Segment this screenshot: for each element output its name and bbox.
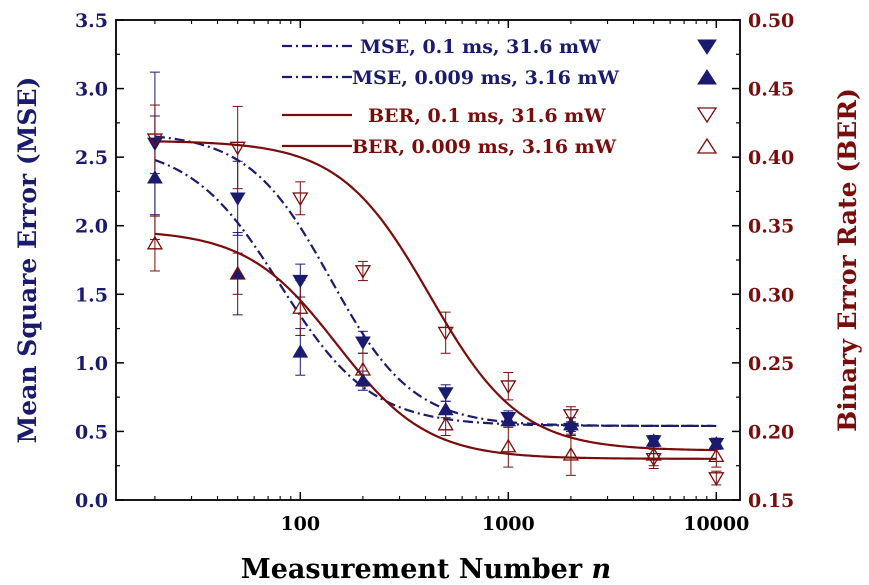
fit-curves	[154, 135, 717, 460]
data-point-series-4	[229, 265, 246, 280]
y-right-tick-label: 0.45	[748, 79, 794, 101]
data-point-series-4	[500, 438, 517, 453]
data-point-series-4	[437, 416, 454, 431]
data-point-series-1	[229, 192, 246, 206]
data-point-series-4	[292, 300, 309, 314]
data-point-series-2	[500, 412, 517, 427]
data-point-series-3	[708, 472, 725, 486]
data-point-series-2	[147, 170, 163, 184]
data-point-series-4	[562, 446, 580, 461]
data-point-series-1	[292, 274, 309, 289]
data-point-series-2	[437, 401, 454, 416]
y-right-tick-label: 0.35	[748, 216, 794, 238]
fit-curve-series-1	[154, 135, 717, 428]
legend-label-mse-0009: MSE, 0.009 ms, 3.16 mW	[352, 67, 620, 89]
fit-curve-series-4	[154, 232, 717, 460]
y-right-tick-label: 0.50	[748, 10, 794, 32]
x-axis-title-variable: n	[591, 554, 611, 585]
y-right-tick-label: 0.40	[748, 147, 794, 169]
data-point-series-2	[563, 416, 579, 431]
data-markers	[146, 133, 725, 486]
data-point-series-4	[146, 235, 164, 250]
data-point-series-4	[708, 448, 725, 463]
y-left-tick-label: 2.5	[75, 147, 108, 169]
legend-marker-up-filled	[697, 69, 717, 85]
data-point-series-2	[292, 344, 309, 358]
data-point-series-1	[437, 387, 454, 401]
y-right-tick-label: 0.30	[748, 284, 794, 306]
y-left-tick-label: 1.0	[75, 353, 108, 375]
legend-marker-down-open	[696, 107, 718, 124]
data-point-series-3	[146, 133, 164, 148]
y-axis-title-left: Mean Square Error (MSE)	[13, 77, 42, 444]
legend-label-ber-0009: BER, 0.009 ms, 3.16 mW	[352, 136, 617, 158]
y-left-tick-label: 3.0	[75, 79, 108, 101]
data-point-series-3	[437, 326, 454, 341]
data-point-series-4	[645, 446, 662, 461]
data-point-series-3	[500, 380, 517, 395]
legend-label-ber-01: BER, 0.1 ms, 31.6 mW	[368, 105, 606, 127]
y-axis-title-right: Binary Error Rate (BER)	[833, 88, 862, 432]
y-right-tick-label: 0.15	[748, 490, 794, 512]
fit-curve-series-2	[154, 159, 717, 428]
data-point-series-3	[229, 141, 246, 156]
legend-label-mse-01: MSE, 0.1 ms, 31.6 mW	[360, 36, 601, 58]
x-tick-label: 100	[280, 513, 320, 535]
x-axis-title-text: Measurement Number	[241, 554, 583, 585]
data-point-series-3	[562, 409, 580, 423]
y-right-tick-label: 0.20	[748, 421, 794, 443]
axes: 0.0 0.5 1.0 1.5 2.0 2.5 3.0 3.5 0.15 0.20 0.25 0.30…	[75, 10, 794, 535]
y-left-tick-label: 1.5	[75, 284, 108, 306]
data-point-series-1	[355, 336, 371, 350]
y-left-tick-label: 0.0	[75, 490, 108, 512]
data-point-series-3	[292, 192, 309, 207]
data-point-series-2	[645, 433, 662, 447]
legend-marker-up-open	[696, 137, 718, 154]
y-right-tick-label: 0.25	[748, 353, 794, 375]
data-point-series-4	[354, 361, 372, 376]
legend-marker-down-filled	[697, 39, 717, 55]
data-point-series-2	[355, 373, 371, 387]
x-tick-label: 10000	[683, 513, 749, 535]
data-point-series-3	[354, 265, 372, 279]
x-tick-label: 1000	[482, 513, 535, 535]
legend: MSE, 0.1 ms, 31.6 mW MSE, 0.009 ms, 3.16…	[282, 36, 718, 158]
fit-curve-series-3	[154, 140, 717, 452]
y-left-tick-label: 0.5	[75, 421, 108, 443]
x-axis-title: Measurement Number n	[241, 554, 611, 585]
y-left-tick-label: 2.0	[75, 216, 108, 238]
y-left-tick-label: 3.5	[75, 10, 108, 32]
